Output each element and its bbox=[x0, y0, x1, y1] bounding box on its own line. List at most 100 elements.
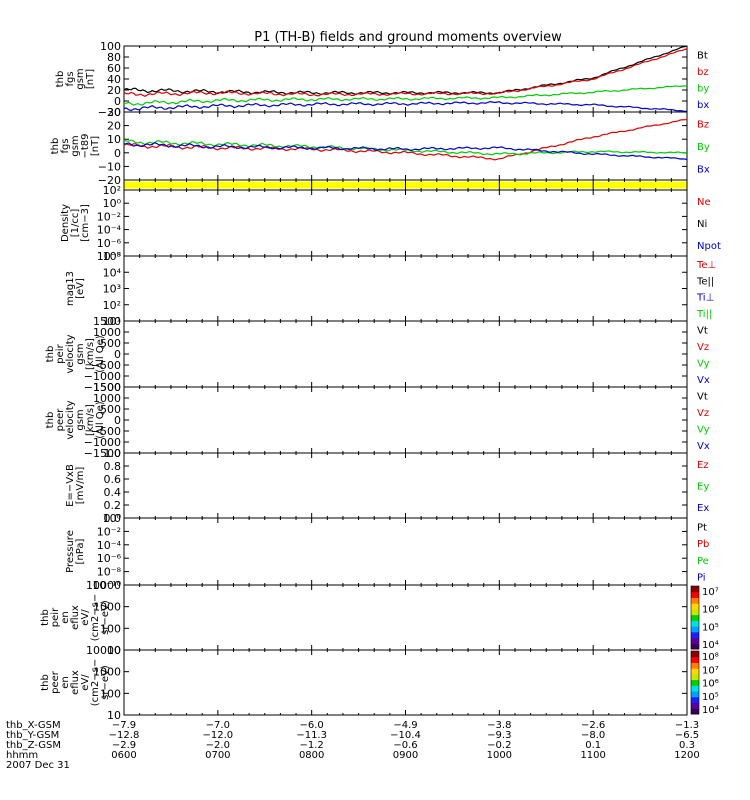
x-tick-value: −2.0 bbox=[206, 740, 230, 751]
y-tick-label: 100 bbox=[100, 622, 121, 635]
x-tick-value: −6.0 bbox=[300, 720, 324, 731]
legend: Vt Vz Vy Vx bbox=[697, 325, 710, 386]
y-label-line: peer bbox=[55, 408, 66, 432]
colorbar-segment bbox=[691, 668, 699, 675]
y-tick-label: 10000 bbox=[86, 579, 121, 592]
legend-entry: Vx bbox=[697, 441, 710, 452]
legend-entry: bx bbox=[697, 100, 709, 111]
x-tick-value: 0900 bbox=[393, 750, 418, 761]
x-ticks bbox=[123, 180, 688, 190]
x-tick-value: −8.0 bbox=[581, 730, 605, 741]
x-tick-value: −0.2 bbox=[487, 740, 511, 751]
colorbar-segment bbox=[691, 603, 699, 610]
y-tick-label: 10⁻² bbox=[97, 210, 121, 223]
colorbar: 10⁴ 10⁵ 10⁶ 10⁷ 10⁸ bbox=[690, 650, 719, 716]
y-tick-label: 60 bbox=[107, 62, 121, 75]
colorbar-frame bbox=[690, 585, 700, 650]
y-tick-label: 10⁵ bbox=[103, 250, 121, 263]
legend-entry: Te⊥ bbox=[696, 260, 716, 271]
y-tick-label: 10000 bbox=[86, 644, 121, 657]
y-label-line: E=−VxB bbox=[65, 464, 76, 507]
colorbar: 10⁴ 10⁵ 10⁶ 10⁷ bbox=[690, 585, 719, 651]
y-label-line: eflux bbox=[70, 605, 81, 630]
y-axis-label: Density [1/cc] [cm−3] bbox=[60, 204, 91, 242]
panel-frame bbox=[123, 255, 688, 322]
y-axis-label: E=−VxB [mV/m] bbox=[65, 464, 86, 507]
y-tick-label: 1000 bbox=[93, 326, 121, 339]
colorbar-label: 10⁷ bbox=[702, 587, 719, 598]
panel-5: 10¹ 10² 10³ 10⁴ 10⁵ mag13 [eV] Te⊥ Te|| Ti⊥ Ti|| bbox=[65, 250, 716, 328]
legend-entry: Ti|| bbox=[696, 309, 712, 320]
x-row-label: thb_Y-GSM bbox=[6, 730, 59, 741]
y-label-line: [nPa] bbox=[75, 538, 86, 564]
legend-entry: bz bbox=[697, 67, 709, 78]
colorbar-label: 10⁵ bbox=[702, 622, 719, 633]
x-row-label: thb_Z-GSM bbox=[6, 740, 61, 751]
y-axis: 10 100 1000 10000 bbox=[86, 644, 687, 722]
x-tick-value: −4.9 bbox=[393, 720, 417, 731]
x-tick-value: −11.3 bbox=[296, 730, 327, 741]
y-tick-label: 40 bbox=[107, 73, 121, 86]
x-tick-value: −6.5 bbox=[675, 730, 699, 741]
y-label-line: fgs bbox=[65, 71, 76, 86]
legend-entry: Pe bbox=[697, 556, 709, 567]
y-axis: 10 100 1000 10000 bbox=[86, 579, 687, 657]
y-label-line: [cm−3] bbox=[80, 204, 91, 242]
y-label-line: (All Qe) bbox=[95, 335, 106, 373]
panel-frame bbox=[123, 517, 688, 586]
y-label-line: fgs bbox=[60, 138, 71, 153]
y-label-line: mag13 bbox=[65, 271, 76, 306]
colorbar-segment bbox=[691, 597, 699, 604]
y-tick-label: 0 bbox=[114, 147, 121, 160]
x-tick-value: −3.8 bbox=[487, 720, 511, 731]
colorbar-segment bbox=[691, 591, 699, 598]
legend: Pt Pb Pe Pi bbox=[697, 522, 709, 583]
x-tick-value: 0700 bbox=[205, 750, 230, 761]
x-ticks bbox=[123, 650, 688, 715]
y-label-line: thb bbox=[40, 609, 51, 626]
colorbar-segment bbox=[691, 620, 699, 627]
colorbar-label: 10⁴ bbox=[702, 705, 719, 716]
y-tick-label: 0.6 bbox=[104, 473, 122, 486]
colorbar-frame bbox=[690, 650, 700, 715]
y-tick-label: 100 bbox=[100, 40, 121, 53]
legend-entry: Ez bbox=[697, 460, 709, 471]
series-line-bx bbox=[123, 142, 688, 161]
colorbar-segment bbox=[691, 614, 699, 621]
panel-8: 0.00.20.40.60.81.0 E=−VxB [mV/m] Ez Ey Ex bbox=[65, 447, 709, 525]
legend: Ez Ey Ex bbox=[697, 460, 709, 514]
x-ticks bbox=[123, 321, 688, 387]
colorbar-segment bbox=[691, 673, 699, 681]
colorbar-segment bbox=[691, 656, 699, 663]
y-label-line: [km/s] bbox=[85, 404, 96, 436]
y-tick-label: 10⁻¹⁰ bbox=[92, 579, 121, 592]
y-tick-label: 0.2 bbox=[104, 499, 122, 512]
legend: Vt Vz Vy Vx bbox=[697, 391, 710, 452]
x-ticks bbox=[123, 256, 688, 321]
y-label-line: thb bbox=[45, 412, 56, 429]
x-axis-ephemeris: thb_X-GSM −7.9 −7.0 −6.0 −4.9 −3.8 −2.6 −1.3thb… bbox=[6, 720, 700, 771]
y-axis: 0.00.20.40.60.81.0 bbox=[104, 447, 687, 525]
y-axis-label: Pressure [nPa] bbox=[65, 530, 86, 573]
x-tick-value: 1100 bbox=[580, 750, 605, 761]
y-tick-label: 10⁻⁸ bbox=[97, 566, 122, 579]
x-tick-value: −12.0 bbox=[203, 730, 234, 741]
y-label-line: thb bbox=[50, 138, 61, 155]
panel-frame bbox=[123, 649, 688, 716]
y-label-line: thb bbox=[55, 71, 66, 88]
y-tick-label: 0.4 bbox=[104, 486, 122, 499]
y-label-line: peer bbox=[50, 670, 61, 694]
legend-entry: Ex bbox=[697, 503, 709, 514]
colorbar-label: 10⁵ bbox=[702, 692, 719, 703]
y-label-line: [km/s] bbox=[85, 338, 96, 370]
y-tick-label: 10⁻² bbox=[97, 525, 121, 538]
y-axis-label: thb peer en eflux eV/(cm2−s− sr−eV) bbox=[40, 659, 111, 706]
panel-frame bbox=[123, 584, 688, 651]
colorbar-label: 10⁶ bbox=[702, 679, 719, 690]
